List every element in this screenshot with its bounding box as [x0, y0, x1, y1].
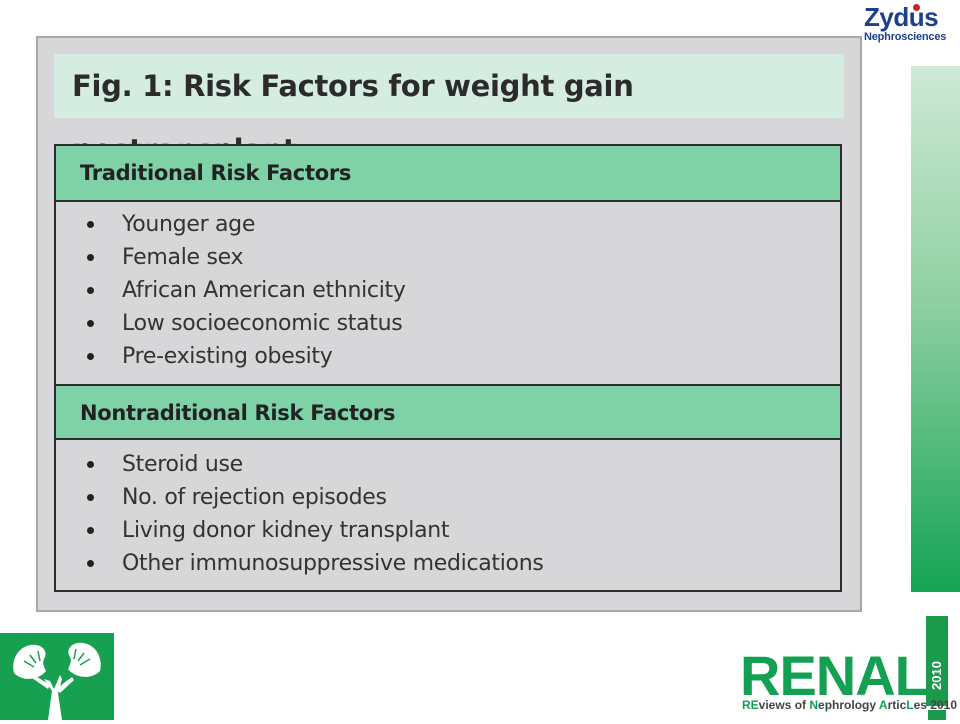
brand-subtitle: Nephrosciences: [864, 31, 947, 43]
section-heading-traditional: Traditional Risk Factors: [56, 146, 840, 202]
renal-wordmark: RENAL: [740, 644, 929, 707]
renal-year-bar: [926, 616, 948, 706]
renal-tagline: REviews of Nephrology ArticLes 2010: [742, 698, 958, 712]
bullet-icon: [87, 494, 94, 501]
list-item: Steroid use: [56, 448, 840, 481]
bullet-icon: [87, 254, 94, 261]
side-gradient-bar: [911, 66, 960, 592]
renal-logo: RENAL 2010 REviews of Nephrology ArticLe…: [738, 616, 960, 720]
figure-title: Fig. 1: Risk Factors for weight gain pos…: [54, 54, 844, 167]
nontraditional-risk-list: Steroid use No. of rejection episodes Li…: [56, 448, 840, 580]
list-item: Other immunosuppressive medications: [56, 547, 840, 580]
tree-kidney-logo-icon: [0, 633, 114, 720]
list-item: Low socioeconomic status: [56, 307, 840, 340]
figure-panel: Fig. 1: Risk Factors for weight gain pos…: [36, 36, 862, 612]
list-item: Pre-existing obesity: [56, 340, 840, 373]
list-item: Female sex: [56, 241, 840, 274]
traditional-risk-list: Younger age Female sex African American …: [56, 208, 840, 373]
renal-year: 2010: [929, 661, 944, 691]
bullet-icon: [87, 461, 94, 468]
bullet-icon: [87, 221, 94, 228]
renal-exclamation-dot: [928, 710, 946, 720]
bullet-icon: [87, 560, 94, 567]
zydus-logo: Zydus Nephrosciences: [864, 4, 956, 43]
bullet-icon: [87, 527, 94, 534]
brand-name: Zydus: [864, 2, 939, 32]
list-item: Living donor kidney transplant: [56, 514, 840, 547]
list-item: No. of rejection episodes: [56, 481, 840, 514]
bullet-icon: [87, 353, 94, 360]
bullet-icon: [87, 287, 94, 294]
section-heading-nontraditional: Nontraditional Risk Factors: [56, 384, 840, 440]
bullet-icon: [87, 320, 94, 327]
list-item: Younger age: [56, 208, 840, 241]
risk-factors-table: Traditional Risk Factors Younger age Fem…: [54, 144, 842, 592]
list-item: African American ethnicity: [56, 274, 840, 307]
